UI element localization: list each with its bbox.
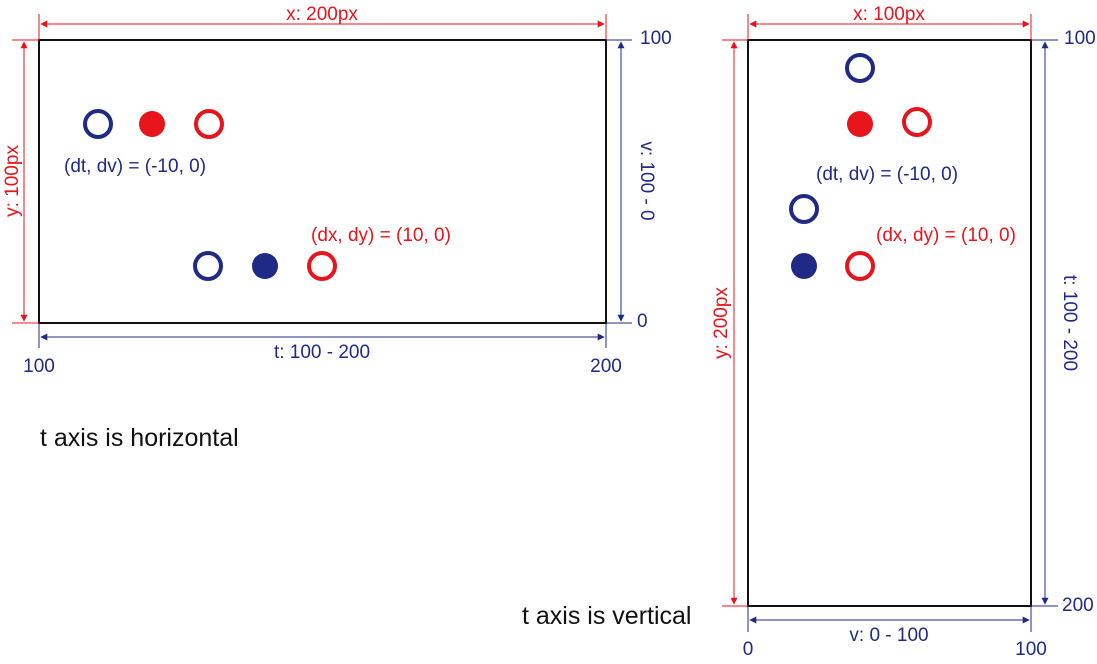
blue-filled-marker xyxy=(252,253,278,279)
dtdv-label: (dt, dv) = (-10, 0) xyxy=(816,164,958,185)
panel-horizontal: x: 200px y: 100px v: 100 - 0 100 0 t: 10… xyxy=(2,4,672,452)
dxdy-label: (dx, dy) = (10, 0) xyxy=(876,225,1016,246)
plot-frame xyxy=(747,39,1032,607)
panel-vertical: x: 100px y: 200px t: 100 - 200 100 200 v… xyxy=(522,4,1096,660)
blue-open-marker xyxy=(193,251,223,281)
red-filled-marker xyxy=(139,111,165,137)
blue-open-marker xyxy=(845,53,875,83)
dxdy-label: (dx, dy) = (10, 0) xyxy=(311,225,451,246)
y-dim-label: y: 100px xyxy=(2,145,23,217)
v-dim-label: v: 100 - 0 xyxy=(636,141,657,220)
x-dim-label: x: 100px xyxy=(853,4,925,25)
panel-caption: t axis is horizontal xyxy=(40,424,239,452)
v-top-value: 100 xyxy=(640,28,672,49)
t-start-value: 100 xyxy=(23,356,55,377)
v-end-value: 100 xyxy=(1015,639,1047,660)
v-bottom-value: 0 xyxy=(637,311,648,332)
red-open-marker xyxy=(307,251,337,281)
red-open-marker xyxy=(902,107,932,137)
red-open-marker xyxy=(194,109,224,139)
v-start-value: 0 xyxy=(743,639,754,660)
dtdv-label: (dt, dv) = (-10, 0) xyxy=(64,156,206,177)
blue-open-marker xyxy=(789,194,819,224)
plot-frame xyxy=(38,39,607,324)
t-dim-label: t: 100 - 200 xyxy=(274,342,370,363)
blue-open-marker xyxy=(83,109,113,139)
red-filled-marker xyxy=(847,111,873,137)
t-bottom-value: 200 xyxy=(1062,595,1094,616)
blue-filled-marker xyxy=(791,253,817,279)
t-end-value: 200 xyxy=(590,356,622,377)
y-dim-label: y: 200px xyxy=(711,287,732,359)
t-top-value: 100 xyxy=(1064,28,1096,49)
panel-caption: t axis is vertical xyxy=(522,602,691,630)
x-dim-label: x: 200px xyxy=(286,4,358,25)
t-dim-label: t: 100 - 200 xyxy=(1059,275,1080,371)
red-open-marker xyxy=(845,251,875,281)
v-dim-label: v: 0 - 100 xyxy=(849,625,928,646)
